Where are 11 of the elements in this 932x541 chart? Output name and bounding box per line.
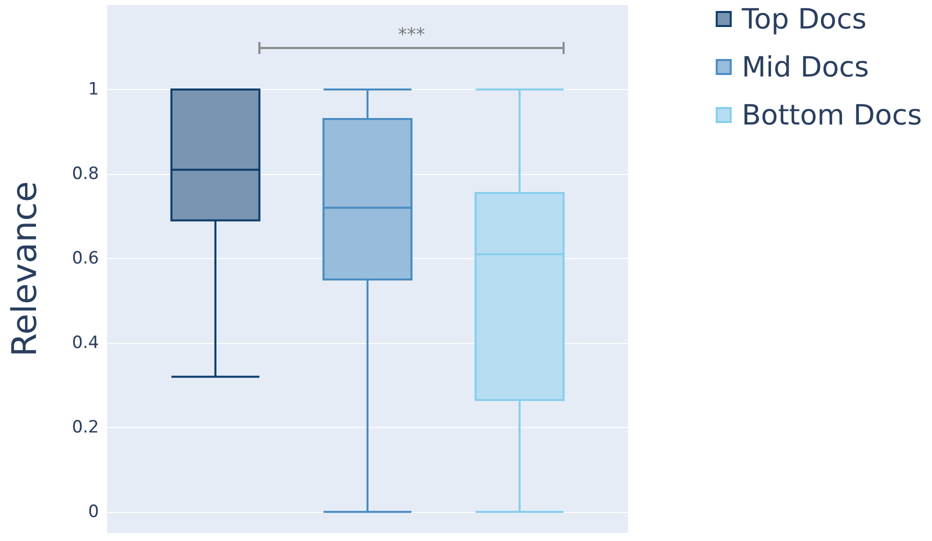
y-tick-label: 1 [88, 79, 99, 100]
y-tick-label: 0.4 [72, 332, 99, 353]
y-axis-title: Relevance [5, 181, 45, 357]
legend-label: Top Docs [740, 2, 867, 36]
legend-label: Bottom Docs [742, 98, 922, 132]
legend-label: Mid Docs [742, 50, 870, 84]
y-tick-label: 0.2 [72, 417, 99, 438]
y-tick-label: 0.8 [72, 164, 99, 184]
y-tick-label: 0 [88, 502, 99, 522]
annotation: *** [398, 24, 425, 46]
y-tick-label: 0.6 [72, 248, 99, 268]
